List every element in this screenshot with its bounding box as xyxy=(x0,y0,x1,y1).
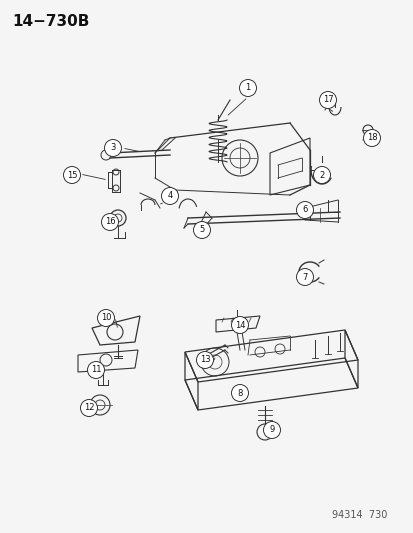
Text: 5: 5 xyxy=(199,225,204,235)
Circle shape xyxy=(319,92,336,109)
Text: 11: 11 xyxy=(90,366,101,375)
Text: 15: 15 xyxy=(66,171,77,180)
Circle shape xyxy=(104,140,121,157)
Circle shape xyxy=(239,79,256,96)
Text: 1: 1 xyxy=(245,84,250,93)
Text: 9: 9 xyxy=(269,425,274,434)
Text: 14: 14 xyxy=(234,320,244,329)
Circle shape xyxy=(101,214,118,230)
Circle shape xyxy=(231,384,248,401)
Text: 4: 4 xyxy=(167,191,172,200)
Circle shape xyxy=(196,351,213,368)
Circle shape xyxy=(80,400,97,416)
Text: 94314  730: 94314 730 xyxy=(332,510,387,520)
Text: 3: 3 xyxy=(110,143,115,152)
Text: 14−730B: 14−730B xyxy=(12,14,89,29)
Circle shape xyxy=(63,166,80,183)
Text: 6: 6 xyxy=(301,206,307,214)
Circle shape xyxy=(231,317,248,334)
Circle shape xyxy=(97,310,114,327)
Circle shape xyxy=(87,361,104,378)
Circle shape xyxy=(296,269,313,286)
Circle shape xyxy=(161,188,178,205)
Circle shape xyxy=(193,222,210,238)
Text: 7: 7 xyxy=(301,272,307,281)
Text: 13: 13 xyxy=(199,356,210,365)
Text: 17: 17 xyxy=(322,95,332,104)
Text: 10: 10 xyxy=(100,313,111,322)
Circle shape xyxy=(313,166,330,183)
Circle shape xyxy=(363,130,380,147)
Text: 18: 18 xyxy=(366,133,376,142)
Text: 2: 2 xyxy=(318,171,324,180)
Circle shape xyxy=(263,422,280,439)
Text: 12: 12 xyxy=(83,403,94,413)
Text: 16: 16 xyxy=(104,217,115,227)
Circle shape xyxy=(296,201,313,219)
Text: 8: 8 xyxy=(237,389,242,398)
